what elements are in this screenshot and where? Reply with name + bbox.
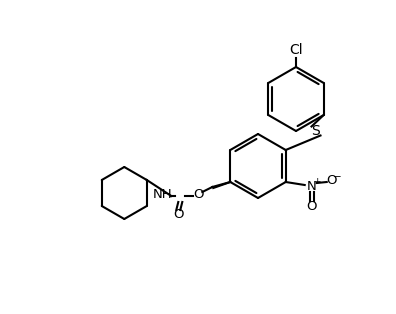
Text: −: − [333,172,342,182]
Text: +: + [314,176,321,186]
Text: S: S [312,124,320,138]
Text: O: O [193,188,204,202]
Text: Cl: Cl [289,43,303,57]
Text: O: O [326,175,337,187]
Text: O: O [307,199,317,213]
Text: NH: NH [152,188,172,202]
Text: O: O [173,208,183,221]
Text: N: N [307,180,316,192]
